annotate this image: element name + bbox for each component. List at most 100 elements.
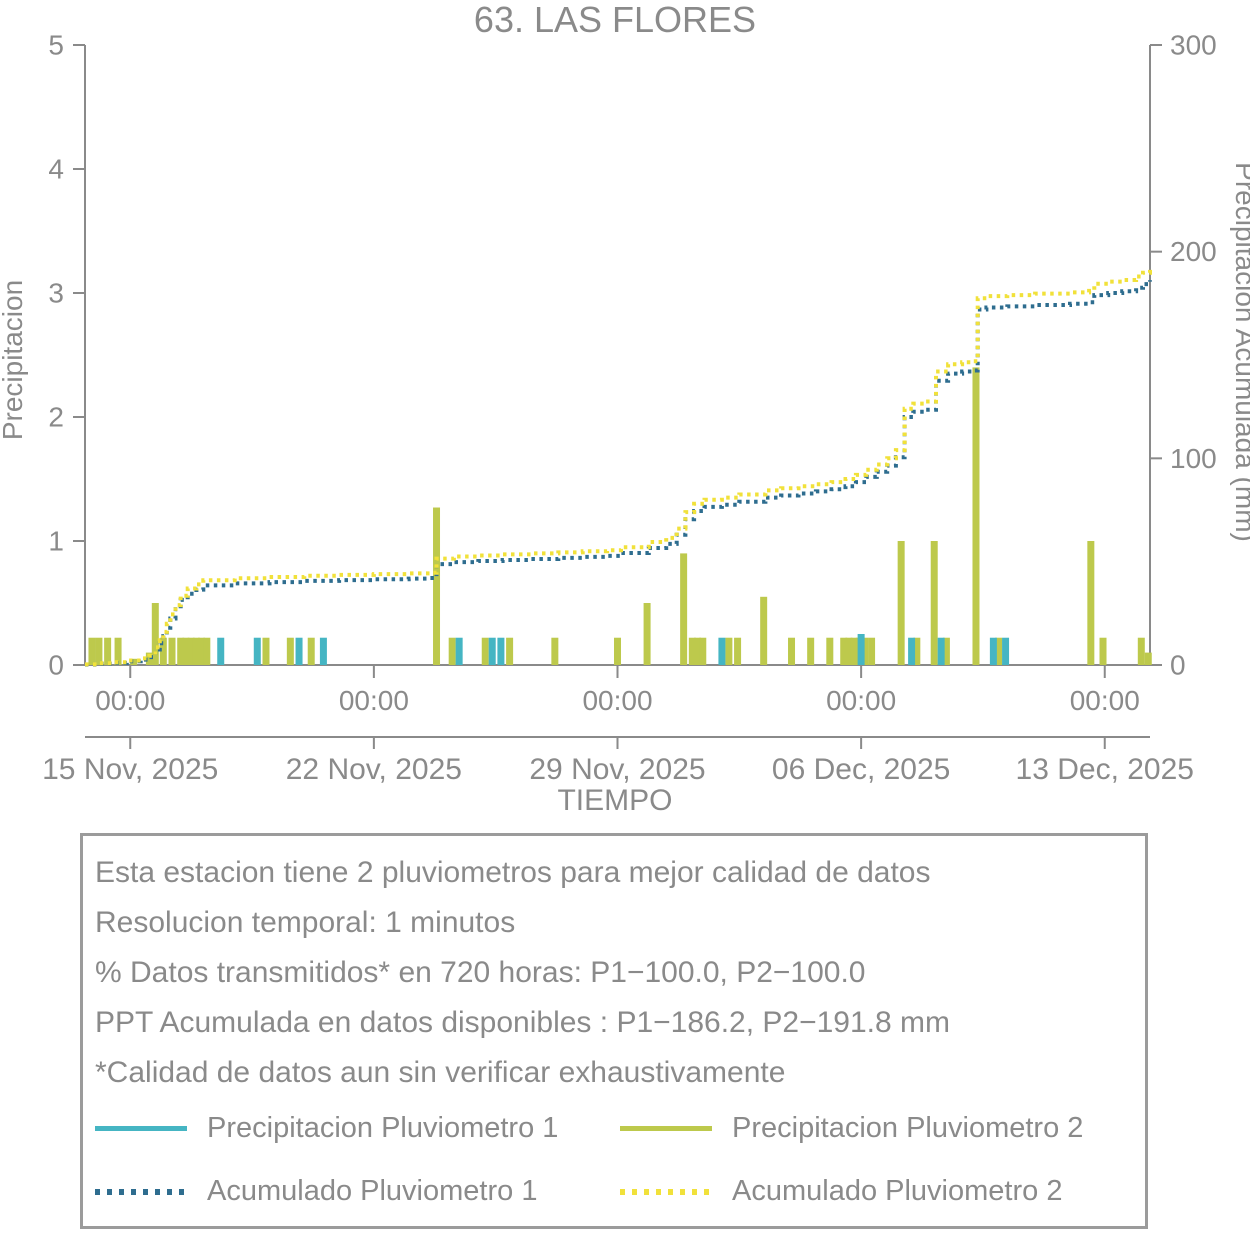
bar [481, 637, 489, 665]
legend-swatch-precip-p1-icon [95, 1126, 187, 1131]
bar [104, 637, 112, 665]
bar [114, 637, 122, 665]
bar [972, 367, 980, 665]
bar [694, 637, 702, 665]
bar [930, 541, 938, 665]
bar [725, 637, 733, 665]
bar [130, 658, 138, 665]
time-tick-label: 00:00 [826, 685, 896, 716]
left-tick-label: 3 [48, 278, 64, 309]
date-tick-label: 22 Nov, 2025 [286, 753, 462, 786]
bar [182, 637, 190, 665]
bar [760, 596, 768, 665]
bar [286, 637, 294, 665]
bar [203, 637, 211, 665]
info-line-accumulated: PPT Acumulada en datos disponibles : P1−… [95, 1006, 950, 1039]
bar [1099, 637, 1107, 665]
legend-swatch-acum-p2-icon [620, 1188, 712, 1195]
bar [897, 541, 905, 665]
date-tick-label: 15 Nov, 2025 [42, 753, 218, 786]
cumulative-line [85, 280, 1152, 667]
info-line-transmitted: % Datos transmitidos* en 720 horas: P1−1… [95, 956, 866, 989]
cumulative-line [85, 268, 1152, 667]
info-box: Esta estacion tiene 2 pluviometros para … [80, 833, 1148, 1229]
time-tick-label: 00:00 [582, 685, 652, 716]
right-axis-label: Precipitacion Acumulada (mm) [1230, 162, 1250, 542]
bar [1087, 541, 1095, 665]
legend: Precipitacion Pluviometro 1 Precipitacio… [95, 1112, 1145, 1208]
bar-series [217, 634, 1010, 665]
legend-label-precip-p1: Precipitacion Pluviometro 1 [207, 1112, 559, 1144]
legend-swatch-acum-p1-icon [95, 1188, 187, 1195]
bar [1137, 637, 1145, 665]
bar [937, 637, 945, 665]
legend-label-acum-p2: Acumulado Pluviometro 2 [732, 1175, 1063, 1207]
legend-item-acum-p2: Acumulado Pluviometro 2 [620, 1175, 1145, 1208]
bar [699, 637, 707, 665]
time-tick-label: 00:00 [339, 685, 409, 716]
bar [217, 637, 225, 665]
legend-item-precip-p2: Precipitacion Pluviometro 2 [620, 1112, 1145, 1145]
bar [88, 637, 96, 665]
bar [262, 637, 270, 665]
chart-title: 63. LAS FLORES [474, 0, 756, 40]
bar [448, 637, 456, 665]
legend-label-acum-p1: Acumulado Pluviometro 1 [207, 1175, 538, 1207]
bar [551, 637, 559, 665]
precipitation-chart: 63. LAS FLORES Precipitacion Precipitaci… [0, 0, 1250, 817]
bar [850, 637, 858, 665]
bar [307, 637, 315, 665]
bar [151, 603, 159, 665]
bar [840, 637, 848, 665]
bar [614, 637, 621, 665]
bar [95, 637, 103, 665]
bar [198, 637, 206, 665]
legend-item-precip-p1: Precipitacion Pluviometro 1 [95, 1112, 620, 1145]
right-tick-label: 200 [1170, 236, 1217, 267]
bar [253, 637, 261, 665]
legend-label-precip-p2: Precipitacion Pluviometro 2 [732, 1112, 1084, 1144]
bar [826, 637, 834, 665]
bar [868, 637, 876, 665]
bar [913, 637, 921, 665]
date-tick-label: 13 Dec, 2025 [1016, 753, 1194, 786]
bar [718, 637, 726, 665]
right-tick-label: 300 [1170, 30, 1217, 61]
bar [995, 637, 1003, 665]
bar [159, 637, 167, 665]
bar [187, 637, 195, 665]
left-tick-label: 2 [48, 402, 64, 433]
bar [845, 637, 853, 665]
date-tick-label: 29 Nov, 2025 [529, 753, 705, 786]
right-tick-label: 0 [1170, 650, 1186, 681]
bar [455, 637, 463, 665]
bar [680, 553, 688, 665]
bar [295, 637, 303, 665]
bar [734, 637, 742, 665]
legend-item-acum-p1: Acumulado Pluviometro 1 [95, 1175, 620, 1208]
bar [942, 637, 950, 665]
left-tick-label: 5 [48, 30, 64, 61]
left-tick-label: 1 [48, 526, 64, 557]
date-tick-label: 06 Dec, 2025 [772, 753, 950, 786]
left-tick-label: 4 [48, 154, 64, 185]
bar [1144, 652, 1152, 665]
left-axis-label: Precipitacion [0, 280, 28, 440]
bar [168, 637, 176, 665]
info-line-quality: *Calidad de datos aun sin verificar exha… [95, 1056, 786, 1089]
info-line-resolution: Resolucion temporal: 1 minutos [95, 906, 516, 939]
bar [145, 652, 153, 665]
legend-swatch-precip-p2-icon [620, 1126, 712, 1131]
bar [908, 637, 916, 665]
bar [497, 637, 505, 665]
bar-series [88, 367, 1152, 665]
time-tick-label: 00:00 [1070, 685, 1140, 716]
bar [688, 637, 696, 665]
x-axis-label: TIEMPO [557, 784, 672, 817]
bar [643, 603, 651, 665]
bar [433, 507, 441, 665]
plot-area: 0 1 2 3 4 5 0 100 200 300 00:00 00:00 00:00 00:00 00:0… [42, 30, 1217, 787]
right-tick-label: 100 [1170, 443, 1217, 474]
left-tick-label: 0 [48, 650, 64, 681]
